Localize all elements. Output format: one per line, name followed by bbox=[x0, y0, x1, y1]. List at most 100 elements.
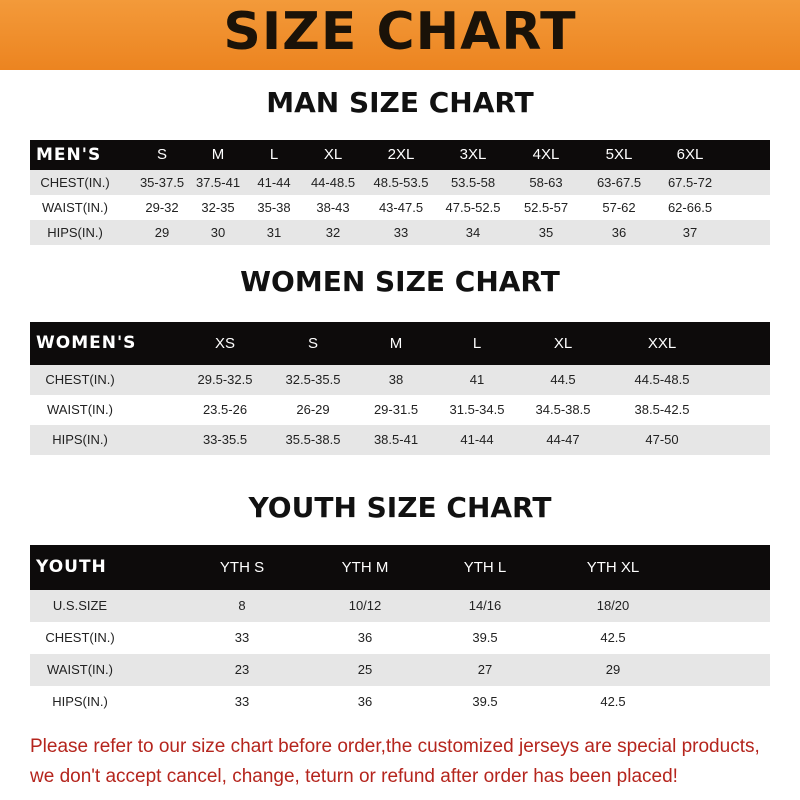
size-value: 47.5-52.5 bbox=[445, 200, 501, 215]
table-row: U.S.SIZE 8 10/12 14/16 18/20 bbox=[30, 590, 770, 622]
row-label: WAIST(IN.) bbox=[42, 200, 108, 215]
size-value: 39.5 bbox=[472, 694, 498, 709]
size-header: S bbox=[156, 146, 168, 163]
row-label: U.S.SIZE bbox=[52, 598, 108, 613]
size-value: 44.5 bbox=[550, 372, 576, 387]
size-value: 36 bbox=[357, 630, 373, 645]
size-value: 29 bbox=[154, 225, 170, 240]
size-value: 32.5-35.5 bbox=[285, 372, 341, 387]
size-value: 29-32 bbox=[145, 200, 179, 215]
size-header: YTH S bbox=[219, 559, 265, 576]
table-row: HIPS(IN.) 29 30 31 32 33 34 35 36 37 bbox=[30, 220, 770, 245]
size-value: 38 bbox=[388, 372, 404, 387]
size-value: 32-35 bbox=[201, 200, 235, 215]
size-value: 23.5-26 bbox=[202, 402, 248, 417]
size-value: 67.5-72 bbox=[667, 175, 713, 190]
size-value: 44.5-48.5 bbox=[634, 372, 690, 387]
size-value: 62-66.5 bbox=[667, 200, 713, 215]
size-value: 27 bbox=[477, 662, 493, 677]
size-header: 3XL bbox=[459, 146, 487, 163]
size-value: 35 bbox=[538, 225, 554, 240]
size-value: 41 bbox=[469, 372, 485, 387]
size-value: 44-48.5 bbox=[310, 175, 356, 190]
size-value: 34.5-38.5 bbox=[535, 402, 591, 417]
size-header: XL bbox=[323, 146, 343, 163]
size-value: 33 bbox=[234, 630, 250, 645]
size-value: 44-47 bbox=[546, 432, 580, 447]
size-header: YTH XL bbox=[586, 559, 640, 576]
size-value: 35-38 bbox=[257, 200, 291, 215]
size-header: XL bbox=[553, 335, 573, 352]
women-header-row: WOMEN'S XS S M L XL XXL bbox=[30, 322, 770, 365]
table-row: WAIST(IN.) 23.5-26 26-29 29-31.5 31.5-34.5 34… bbox=[30, 395, 770, 425]
row-label: CHEST(IN.) bbox=[45, 372, 115, 387]
size-header: XS bbox=[214, 335, 236, 352]
notice-line-2: we don't accept cancel, change, teturn o… bbox=[30, 766, 678, 787]
table-row: WAIST(IN.) 29-32 32-35 35-38 38-43 43-47.5 47.… bbox=[30, 195, 770, 220]
men-section-title: MAN SIZE CHART bbox=[266, 86, 534, 119]
table-row: HIPS(IN.) 33-35.5 35.5-38.5 38.5-41 41-44 44-… bbox=[30, 425, 770, 455]
size-value: 47-50 bbox=[645, 432, 679, 447]
size-value: 33-35.5 bbox=[202, 432, 248, 447]
table-row: HIPS(IN.) 33 36 39.5 42.5 bbox=[30, 686, 770, 718]
youth-section-title: YOUTH SIZE CHART bbox=[248, 491, 552, 524]
size-value: 36 bbox=[611, 225, 627, 240]
size-value: 33 bbox=[234, 694, 250, 709]
table-title: MEN'S bbox=[36, 145, 102, 165]
size-header: S bbox=[307, 335, 319, 352]
row-label: HIPS(IN.) bbox=[52, 432, 108, 447]
size-value: 43-47.5 bbox=[378, 200, 424, 215]
size-value: 35.5-38.5 bbox=[285, 432, 341, 447]
size-value: 37 bbox=[682, 225, 698, 240]
size-value: 35-37.5 bbox=[139, 175, 185, 190]
size-value: 34 bbox=[465, 225, 481, 240]
row-label: CHEST(IN.) bbox=[40, 175, 110, 190]
size-value: 29 bbox=[605, 662, 621, 677]
size-value: 57-62 bbox=[602, 200, 636, 215]
row-label: HIPS(IN.) bbox=[47, 225, 103, 240]
size-value: 53.5-58 bbox=[450, 175, 496, 190]
size-value: 52.5-57 bbox=[523, 200, 569, 215]
size-value: 32 bbox=[325, 225, 341, 240]
size-value: 48.5-53.5 bbox=[373, 175, 429, 190]
size-header: 5XL bbox=[605, 146, 633, 163]
row-label: WAIST(IN.) bbox=[47, 402, 113, 417]
size-value: 63-67.5 bbox=[596, 175, 642, 190]
size-value: 41-44 bbox=[460, 432, 494, 447]
size-header: M bbox=[211, 146, 225, 163]
size-value: 29-31.5 bbox=[373, 402, 419, 417]
size-header: 2XL bbox=[387, 146, 415, 163]
size-value: 42.5 bbox=[600, 630, 626, 645]
women-section-title: WOMEN SIZE CHART bbox=[240, 265, 560, 298]
size-header: L bbox=[269, 146, 279, 163]
size-header: 4XL bbox=[532, 146, 560, 163]
size-value: 14/16 bbox=[468, 598, 502, 613]
size-value: 10/12 bbox=[348, 598, 382, 613]
size-value: 29.5-32.5 bbox=[197, 372, 253, 387]
size-value: 31 bbox=[266, 225, 282, 240]
size-value: 26-29 bbox=[296, 402, 330, 417]
table-row: WAIST(IN.) 23 25 27 29 bbox=[30, 654, 770, 686]
row-label: HIPS(IN.) bbox=[52, 694, 108, 709]
men-header-row: MEN'S S M L XL 2XL 3XL 4XL 5XL 6XL bbox=[30, 140, 770, 170]
page-title: SIZE CHART bbox=[223, 2, 577, 62]
size-value: 25 bbox=[357, 662, 373, 677]
size-value: 33 bbox=[393, 225, 409, 240]
size-value: 37.5-41 bbox=[195, 175, 241, 190]
size-value: 30 bbox=[210, 225, 226, 240]
size-value: 38.5-41 bbox=[373, 432, 419, 447]
row-label: WAIST(IN.) bbox=[47, 662, 113, 677]
size-value: 8 bbox=[238, 598, 246, 613]
table-row: CHEST(IN.) 29.5-32.5 32.5-35.5 38 41 44.5 44.5… bbox=[30, 365, 770, 395]
size-value: 58-63 bbox=[529, 175, 563, 190]
size-header: 6XL bbox=[676, 146, 704, 163]
table-title: YOUTH bbox=[36, 557, 107, 577]
size-value: 31.5-34.5 bbox=[449, 402, 505, 417]
row-label: CHEST(IN.) bbox=[45, 630, 115, 645]
size-header: YTH M bbox=[341, 559, 389, 576]
size-value: 18/20 bbox=[596, 598, 630, 613]
size-value: 41-44 bbox=[257, 175, 291, 190]
size-header: XXL bbox=[647, 335, 677, 352]
table-row: CHEST(IN.) 35-37.5 37.5-41 41-44 44-48.5 48.5… bbox=[30, 170, 770, 195]
size-value: 38-43 bbox=[316, 200, 350, 215]
